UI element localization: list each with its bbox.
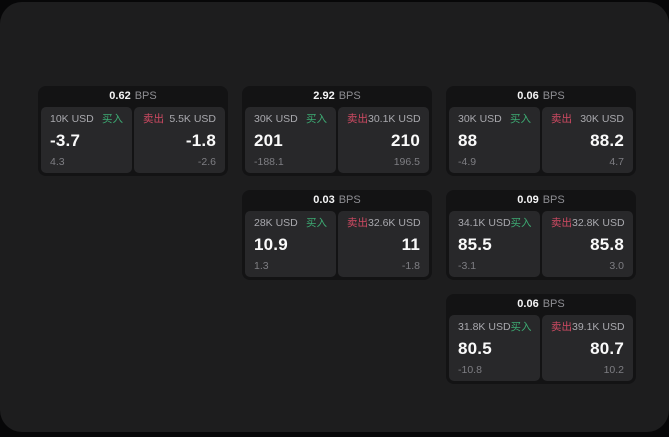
buy-amount: 31.8K USD	[458, 321, 511, 333]
buy-sub-value: -188.1	[254, 155, 284, 168]
bps-unit-label: BPS	[338, 90, 361, 102]
sell-side-label: 卖出	[347, 217, 368, 229]
card-header: 0.06 BPS	[446, 86, 636, 107]
sell-sub-value: 196.5	[393, 155, 420, 168]
sell-amount: 32.8K USD	[572, 217, 625, 229]
buy-sub-value: -3.1	[458, 259, 477, 272]
sell-price: 85.8	[590, 235, 624, 254]
sell-sub-value: 3.0	[609, 259, 624, 272]
buy-panel[interactable]: 31.8K USD 买入 80.5 -10.8	[449, 315, 540, 381]
buy-amount: 34.1K USD	[458, 217, 511, 229]
bps-value: 0.06	[517, 298, 539, 310]
quote-panels: 30K USD 买入 201 -188.1 卖出 30.1K USD 210 1…	[242, 107, 432, 176]
sell-side-label: 卖出	[347, 113, 368, 125]
sell-side-label: 卖出	[551, 321, 572, 333]
bps-value: 2.92	[313, 90, 335, 102]
sell-amount: 5.5K USD	[169, 113, 216, 125]
buy-panel[interactable]: 30K USD 买入 88 -4.9	[449, 107, 540, 173]
buy-sub-value: 1.3	[254, 259, 269, 272]
buy-sub-value: -4.9	[458, 155, 477, 168]
buy-panel[interactable]: 10K USD 买入 -3.7 4.3	[41, 107, 132, 173]
buy-price: 80.5	[458, 339, 492, 358]
sell-amount: 30K USD	[580, 113, 624, 125]
sell-panel[interactable]: 卖出 39.1K USD 80.7 10.2	[542, 315, 633, 381]
buy-side-label: 买入	[510, 321, 532, 333]
quote-grid: 0.62 BPS 10K USD 买入 -3.7 4.3 卖出 5.5K USD…	[38, 86, 636, 384]
card-header: 0.03 BPS	[242, 190, 432, 211]
sell-panel[interactable]: 卖出 5.5K USD -1.8 -2.6	[134, 107, 225, 173]
buy-sub-value: 4.3	[50, 155, 65, 168]
sell-panel[interactable]: 卖出 30.1K USD 210 196.5	[338, 107, 429, 173]
buy-panel[interactable]: 30K USD 买入 201 -188.1	[245, 107, 336, 173]
sell-price: -1.8	[185, 131, 216, 150]
quote-card: 0.62 BPS 10K USD 买入 -3.7 4.3 卖出 5.5K USD…	[38, 86, 228, 176]
buy-price: 85.5	[458, 235, 492, 254]
bps-unit-label: BPS	[542, 194, 565, 206]
sell-sub-value: -1.8	[401, 259, 420, 272]
buy-panel[interactable]: 28K USD 买入 10.9 1.3	[245, 211, 336, 277]
quote-panels: 31.8K USD 买入 80.5 -10.8 卖出 39.1K USD 80.…	[446, 315, 636, 384]
sell-price: 88.2	[590, 131, 624, 150]
buy-price: 201	[254, 131, 283, 150]
buy-sub-value: -10.8	[458, 363, 482, 376]
buy-amount: 28K USD	[254, 217, 298, 229]
quote-panels: 34.1K USD 买入 85.5 -3.1 卖出 32.8K USD 85.8…	[446, 211, 636, 280]
sell-amount: 30.1K USD	[368, 113, 421, 125]
buy-side-label: 买入	[306, 217, 327, 229]
buy-price: -3.7	[50, 131, 81, 150]
bps-unit-label: BPS	[542, 298, 565, 310]
card-header: 0.06 BPS	[446, 294, 636, 315]
sell-side-label: 卖出	[551, 217, 572, 229]
quote-card: 2.92 BPS 30K USD 买入 201 -188.1 卖出 30.1K …	[242, 86, 432, 176]
card-header: 0.09 BPS	[446, 190, 636, 211]
sell-side-label: 卖出	[551, 113, 572, 125]
sell-price: 80.7	[590, 339, 624, 358]
quote-card: 0.09 BPS 34.1K USD 买入 85.5 -3.1 卖出 32.8K…	[446, 190, 636, 280]
card-header: 0.62 BPS	[38, 86, 228, 107]
buy-price: 88	[458, 131, 478, 150]
bps-value: 0.62	[109, 90, 131, 102]
bps-value: 0.09	[517, 194, 539, 206]
sell-amount: 39.1K USD	[572, 321, 625, 333]
buy-panel[interactable]: 34.1K USD 买入 85.5 -3.1	[449, 211, 540, 277]
sell-sub-value: 4.7	[609, 155, 624, 168]
buy-side-label: 买入	[510, 113, 531, 125]
sell-price: 210	[391, 131, 420, 150]
buy-side-label: 买入	[306, 113, 327, 125]
sell-panel[interactable]: 卖出 30K USD 88.2 4.7	[542, 107, 633, 173]
bps-value: 0.06	[517, 90, 539, 102]
buy-price: 10.9	[254, 235, 288, 254]
buy-amount: 30K USD	[458, 113, 502, 125]
quote-card: 0.06 BPS 31.8K USD 买入 80.5 -10.8 卖出 39.1…	[446, 294, 636, 384]
bps-unit-label: BPS	[134, 90, 157, 102]
buy-amount: 10K USD	[50, 113, 94, 125]
quote-panels: 28K USD 买入 10.9 1.3 卖出 32.6K USD 11 -1.8	[242, 211, 432, 280]
sell-price: 11	[401, 235, 420, 254]
sell-sub-value: -2.6	[197, 155, 216, 168]
sell-amount: 32.6K USD	[368, 217, 421, 229]
bps-value: 0.03	[313, 194, 335, 206]
quote-panels: 30K USD 买入 88 -4.9 卖出 30K USD 88.2 4.7	[446, 107, 636, 176]
quote-card: 0.03 BPS 28K USD 买入 10.9 1.3 卖出 32.6K US…	[242, 190, 432, 280]
bps-unit-label: BPS	[542, 90, 565, 102]
sell-sub-value: 10.2	[603, 363, 624, 376]
card-header: 2.92 BPS	[242, 86, 432, 107]
bps-unit-label: BPS	[338, 194, 361, 206]
buy-side-label: 买入	[102, 113, 123, 125]
sell-panel[interactable]: 卖出 32.6K USD 11 -1.8	[338, 211, 429, 277]
buy-side-label: 买入	[510, 217, 532, 229]
quote-card: 0.06 BPS 30K USD 买入 88 -4.9 卖出 30K USD 8…	[446, 86, 636, 176]
sell-panel[interactable]: 卖出 32.8K USD 85.8 3.0	[542, 211, 633, 277]
quote-panels: 10K USD 买入 -3.7 4.3 卖出 5.5K USD -1.8 -2.…	[38, 107, 228, 176]
buy-amount: 30K USD	[254, 113, 298, 125]
sell-side-label: 卖出	[143, 113, 164, 125]
